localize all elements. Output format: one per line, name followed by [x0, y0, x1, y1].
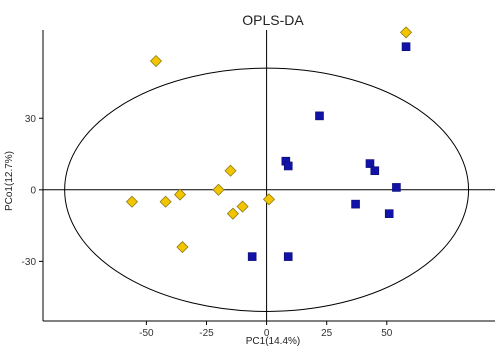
x-tick-label: 50: [381, 328, 393, 339]
y-tick-label: 30: [25, 114, 37, 125]
data-point-diamond: [149, 54, 163, 68]
chart-title: OPLS-DA: [242, 12, 304, 28]
data-point-diamond: [399, 26, 413, 39]
data-point-diamond: [159, 195, 172, 208]
x-axis-label: PC1(14.4%): [246, 336, 300, 347]
data-point-square: [351, 199, 360, 209]
data-point-square: [283, 252, 293, 261]
reference-lines: [43, 30, 495, 321]
y-tick-label: -30: [22, 257, 37, 268]
data-point-square: [392, 183, 401, 192]
y-tick-label: 0: [30, 185, 36, 196]
axes: -50 -25 0 25 50 -30 0 30: [22, 30, 495, 339]
data-point-diamond: [224, 164, 237, 177]
y-axis-label: PCo1(12.7%): [4, 151, 15, 211]
data-point-square: [283, 161, 293, 171]
x-tick-label: 0: [264, 328, 270, 339]
data-point-diamond: [262, 193, 276, 206]
x-tick-label: 25: [321, 328, 333, 339]
data-points: [125, 26, 413, 261]
data-point-square: [401, 42, 411, 51]
data-point-diamond: [226, 207, 240, 220]
data-point-square: [247, 252, 257, 261]
data-point-diamond: [173, 188, 187, 201]
data-point-diamond: [236, 200, 249, 213]
data-point-square: [370, 166, 380, 176]
data-point-square: [315, 111, 324, 121]
data-point-diamond: [125, 195, 139, 208]
x-tick-label: -50: [139, 328, 154, 339]
data-point-square: [365, 159, 375, 168]
data-point-diamond: [212, 183, 225, 196]
x-tick-label: -25: [199, 328, 214, 339]
data-point-square: [384, 209, 394, 218]
data-point-diamond: [176, 240, 189, 254]
